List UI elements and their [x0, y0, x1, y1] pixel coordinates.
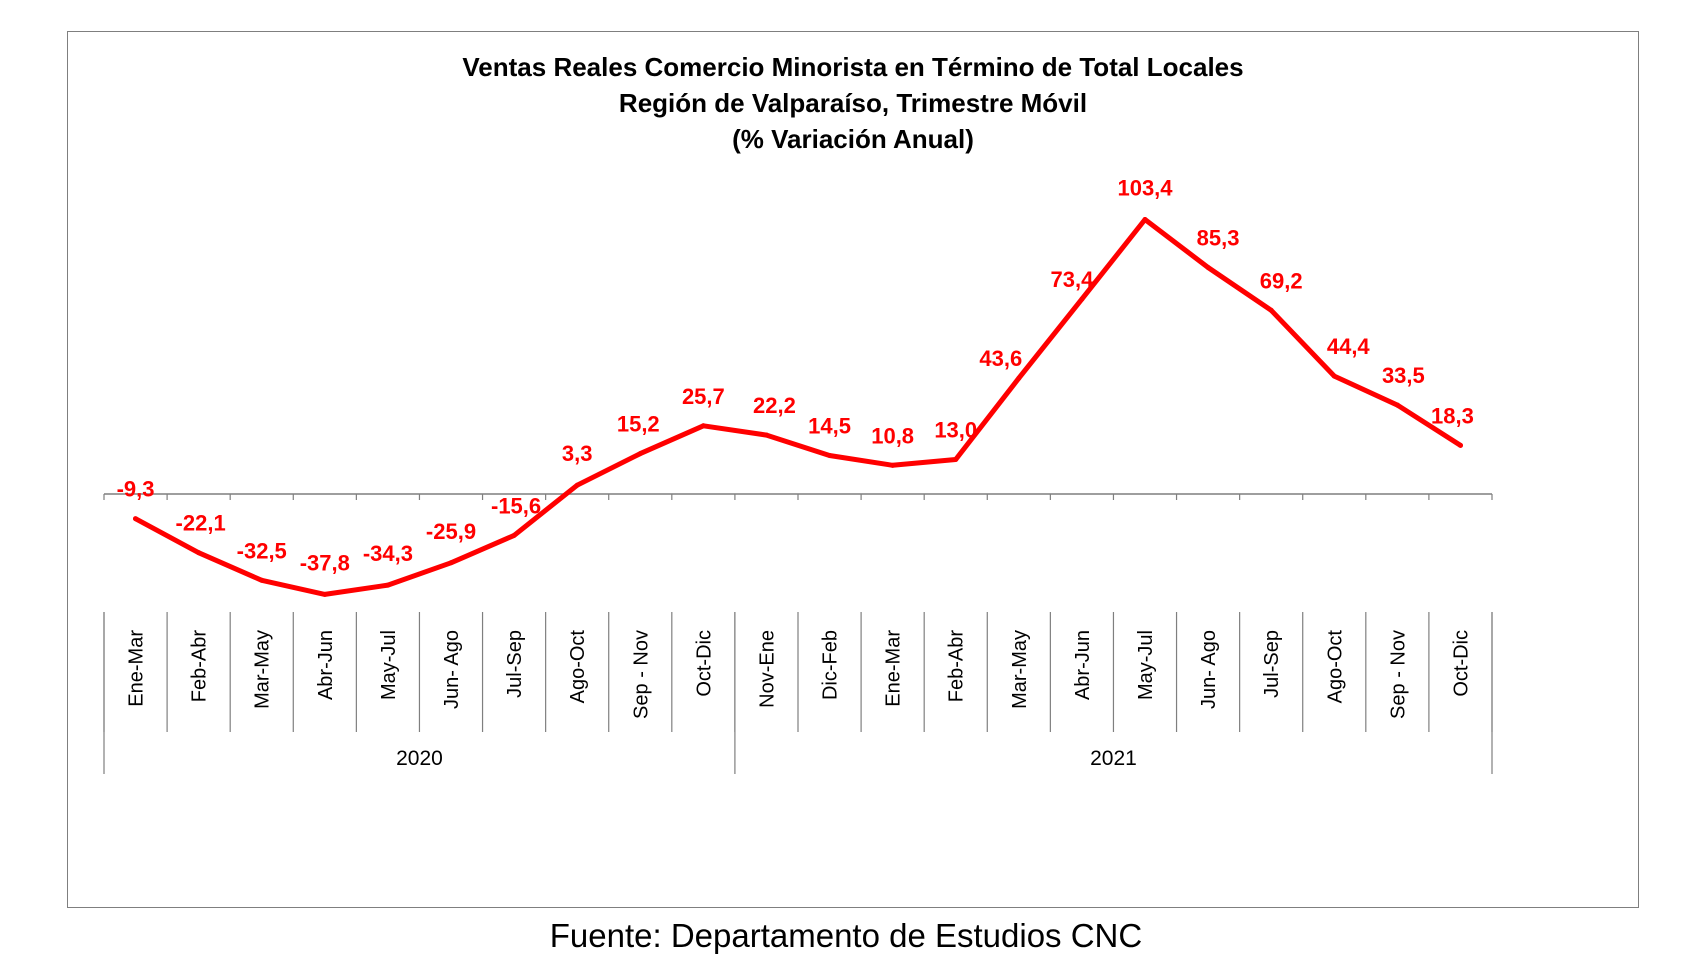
- data-label: -22,1: [176, 511, 226, 536]
- data-label: 10,8: [871, 423, 914, 448]
- data-point: [133, 516, 139, 522]
- data-point: [637, 451, 643, 457]
- data-point: [890, 462, 896, 468]
- category-label: Oct-Dic: [1450, 630, 1472, 697]
- category-label: Abr-Jun: [315, 630, 337, 700]
- data-label: 25,7: [682, 384, 725, 409]
- data-point: [196, 550, 202, 556]
- category-label: Mar-May: [1009, 630, 1031, 709]
- category-label: Mar-May: [252, 630, 274, 709]
- data-label: 14,5: [808, 414, 851, 439]
- data-label: 43,6: [979, 346, 1022, 371]
- data-label: 3,3: [562, 441, 593, 466]
- category-label: Abr-Jun: [1072, 630, 1094, 700]
- data-point: [259, 577, 265, 583]
- data-label: 69,2: [1260, 268, 1303, 293]
- data-point: [1142, 216, 1148, 222]
- category-label: Jun- Ago: [1198, 630, 1220, 709]
- data-point: [511, 532, 517, 538]
- data-point: [1268, 307, 1274, 313]
- data-label: 22,2: [753, 393, 796, 418]
- data-point: [1394, 402, 1400, 408]
- data-point: [448, 560, 454, 566]
- category-label: Jul-Sep: [1261, 630, 1283, 698]
- category-label: Jun- Ago: [441, 630, 463, 709]
- data-label: -37,8: [300, 550, 350, 575]
- category-label: May-Jul: [378, 630, 400, 700]
- data-point: [1331, 373, 1337, 379]
- data-point: [1079, 296, 1085, 302]
- category-label: Nov-Ene: [756, 630, 778, 708]
- data-label: 73,4: [1050, 267, 1094, 292]
- year-label: 2020: [396, 747, 443, 770]
- data-point: [763, 432, 769, 438]
- source-note: Fuente: Departamento de Estudios CNC: [549, 917, 1143, 954]
- data-label: -34,3: [363, 541, 413, 566]
- data-label: 18,3: [1431, 403, 1474, 428]
- category-label: Ene-Mar: [883, 630, 905, 707]
- category-label: Feb-Abr: [189, 630, 211, 703]
- series-line-group: [133, 216, 1463, 597]
- data-label: -15,6: [491, 493, 541, 518]
- chart-title-line: Ventas Reales Comercio Minorista en Térm…: [462, 52, 1243, 82]
- data-point: [574, 482, 580, 488]
- category-label: Ago-Oct: [1324, 630, 1346, 704]
- category-label: Oct-Dic: [693, 630, 715, 697]
- data-label: -32,5: [237, 538, 287, 563]
- category-label: Sep - Nov: [1387, 630, 1409, 719]
- data-label: -25,9: [426, 519, 476, 544]
- series-line: [133, 217, 1463, 597]
- data-point: [1205, 265, 1211, 271]
- chart-title-line: Región de Valparaíso, Trimestre Móvil: [619, 88, 1087, 118]
- chart-title-line: (% Variación Anual): [732, 124, 974, 154]
- category-axis: Ene-Mar Feb-Abr Mar-May Abr-Jun May-Jul Jun- …: [103, 493, 1493, 774]
- data-point: [322, 591, 328, 597]
- category-label: May-Jul: [1135, 630, 1157, 700]
- data-label: 13,0: [934, 417, 977, 442]
- data-point: [1457, 442, 1463, 448]
- category-label: Sep - Nov: [630, 630, 652, 719]
- category-label: Ene-Mar: [126, 630, 148, 707]
- data-label: 33,5: [1382, 363, 1425, 388]
- data-point: [827, 453, 833, 459]
- chart-frame: Ventas Reales Comercio Minorista en Térm…: [67, 31, 1639, 908]
- data-label: 85,3: [1197, 226, 1240, 251]
- chart-title: Ventas Reales Comercio Minorista en Térm…: [462, 52, 1243, 154]
- data-point: [1016, 375, 1022, 381]
- data-labels: -9,3 -22,1 -32,5 -37,8 -34,3 -25,9 -15,6 3,3 15,…: [117, 175, 1474, 575]
- data-label: 103,4: [1117, 175, 1173, 200]
- category-label: Ago-Oct: [567, 630, 589, 704]
- category-label: Dic-Feb: [820, 630, 842, 700]
- data-point: [385, 582, 391, 588]
- data-point: [700, 423, 706, 429]
- data-label: 44,4: [1327, 334, 1371, 359]
- data-point: [953, 456, 959, 462]
- year-label: 2021: [1090, 747, 1137, 770]
- line-chart: Ventas Reales Comercio Minorista en Térm…: [103, 52, 1493, 774]
- category-label: Jul-Sep: [504, 630, 526, 698]
- data-label: -9,3: [117, 477, 155, 502]
- category-label: Feb-Abr: [946, 630, 968, 703]
- data-label: 15,2: [617, 412, 660, 437]
